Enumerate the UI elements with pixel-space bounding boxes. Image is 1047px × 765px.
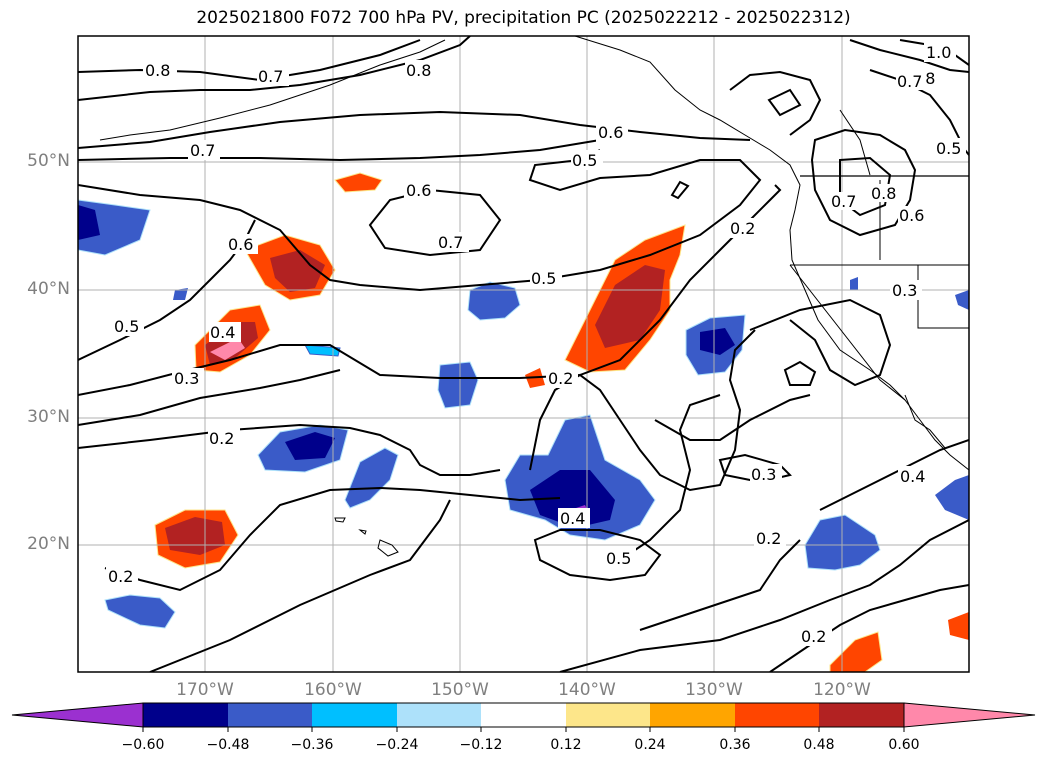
- map-frame: [77, 35, 970, 673]
- contour-label: 0.4: [900, 467, 925, 486]
- contour-label: 0.2: [756, 529, 781, 548]
- contour-label: 0.5: [936, 139, 961, 158]
- colorbar-bin: [397, 703, 481, 727]
- map-area: [78, 36, 969, 672]
- colorbar-tick: 0.60: [888, 737, 920, 753]
- contour-label: 0.6: [406, 181, 431, 200]
- colorbar-tick: −0.24: [375, 737, 419, 753]
- contour-label: 0.7: [438, 233, 463, 252]
- colorbar-bin: [735, 703, 819, 727]
- contour-label: 0.7: [831, 192, 856, 211]
- lat-label: 30°N: [27, 407, 70, 427]
- contour-label: 0.3: [892, 281, 917, 300]
- colorbar-tick: 0.12: [550, 737, 582, 753]
- colorbar: [11, 702, 1036, 732]
- lat-label: 40°N: [27, 279, 70, 299]
- lon-label: 120°W: [813, 680, 871, 700]
- map-title: 2025021800 F072 700 hPa PV, precipitatio…: [196, 8, 851, 28]
- precip-negative: [78, 199, 969, 629]
- lon-label: 170°W: [176, 680, 234, 700]
- contour-label: 0.3: [751, 465, 776, 484]
- contour-label: 0.3: [174, 369, 199, 388]
- contour-label: 0.5: [531, 269, 556, 288]
- colorbar-bin: [650, 703, 735, 727]
- lon-label: 130°W: [685, 680, 743, 700]
- contour-labels: 0.8 0.7 0.8 0.7 0.6 0.5 0.6 0.7 0.5 0.6 …: [106, 42, 966, 646]
- colorbar-bin: [228, 703, 312, 727]
- contour-label: 0.2: [548, 369, 573, 388]
- colorbar-tick: −0.48: [206, 737, 250, 753]
- contour-label: 0.8: [145, 61, 170, 80]
- contour-label: 0.2: [730, 219, 755, 238]
- contour-label: 0.8: [406, 61, 431, 80]
- colorbar-tick: −0.12: [459, 737, 503, 753]
- colorbar-tick: 0.24: [634, 737, 666, 753]
- coastlines: [99, 36, 969, 557]
- colorbar-bin: [312, 703, 397, 727]
- contour-label: 0.7: [258, 67, 283, 86]
- contour-label: 0.5: [572, 151, 597, 170]
- contour-label: 0.7: [897, 72, 922, 91]
- lat-label: 20°N: [27, 534, 70, 554]
- contour-label: 0.6: [899, 206, 924, 225]
- colorbar-bin: [143, 703, 228, 727]
- contour-label: 1.0: [926, 43, 951, 62]
- colorbar-bin: [566, 703, 650, 727]
- lon-label: 140°W: [558, 680, 616, 700]
- contour-label: 0.4: [560, 509, 585, 528]
- contour-label: 0.7: [190, 141, 215, 160]
- colorbar-bin: [481, 703, 566, 727]
- contour-label: 0.5: [606, 549, 631, 568]
- contour-label: 0.2: [801, 627, 826, 646]
- lon-label: 160°W: [304, 680, 362, 700]
- contour-label: 0.5: [114, 317, 139, 336]
- contour-label: 0.2: [108, 567, 133, 586]
- colorbar-bin: [819, 703, 904, 727]
- lat-label: 50°N: [27, 151, 70, 171]
- contour-label: 0.8: [871, 184, 896, 203]
- colorbar-tick: 0.36: [719, 737, 751, 753]
- contour-label: 0.2: [209, 429, 234, 448]
- colorbar-extend-high: [903, 702, 1036, 728]
- pv-contours: [78, 36, 969, 672]
- colorbar-tick: 0.48: [803, 737, 835, 753]
- grid-lines: [78, 36, 969, 672]
- lon-label: 150°W: [431, 680, 489, 700]
- contour-label: 0.6: [598, 123, 623, 142]
- colorbar-tick: −0.36: [290, 737, 334, 753]
- contour-label: 0.4: [210, 323, 235, 342]
- colorbar-extend-low: [11, 702, 144, 728]
- contour-label: 0.6: [228, 235, 253, 254]
- colorbar-tick: −0.60: [121, 737, 165, 753]
